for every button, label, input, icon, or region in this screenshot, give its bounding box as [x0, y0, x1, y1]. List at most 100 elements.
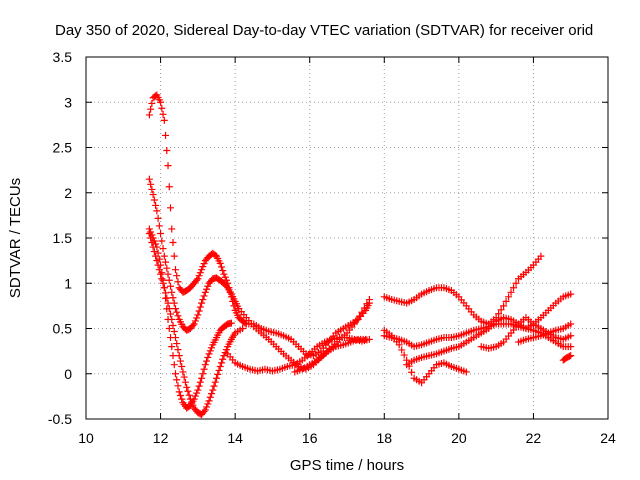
y-axis-ticks: -0.5 0 0.5 1 1.5 2 2.5 3 3.5: [48, 49, 608, 427]
data-point: [147, 105, 155, 113]
data-point: [157, 98, 165, 106]
data-point: [195, 272, 203, 280]
data-point: [168, 315, 176, 323]
data-point: [199, 370, 207, 378]
data-point: [200, 292, 208, 300]
data-point: [567, 332, 575, 340]
y-tick-label: 3.5: [53, 49, 73, 65]
data-point: [198, 374, 206, 382]
data-point: [178, 363, 186, 371]
data-point: [462, 368, 470, 376]
data-point: [221, 273, 229, 281]
series-track-d: [145, 229, 247, 418]
data-point: [360, 304, 368, 312]
chart-title: Day 350 of 2020, Sidereal Day-to-day VTE…: [55, 22, 593, 39]
data-point: [165, 325, 173, 332]
grid-lines: [86, 57, 608, 419]
data-point: [395, 341, 403, 349]
data-point: [167, 204, 175, 212]
data-point: [165, 276, 173, 284]
data-point: [567, 352, 575, 360]
data-point: [194, 386, 202, 394]
y-tick-label: 1.5: [53, 230, 73, 246]
data-point: [220, 352, 228, 360]
data-point: [196, 378, 204, 386]
data-point: [160, 116, 168, 124]
data-point: [204, 400, 212, 408]
data-point: [188, 398, 196, 406]
y-tick-label: 1: [64, 275, 72, 291]
data-point: [507, 288, 515, 296]
data-point: [149, 243, 157, 251]
data-point: [398, 346, 406, 354]
data-point: [150, 196, 158, 204]
data-point: [203, 403, 211, 411]
data-point: [158, 104, 166, 112]
data-point: [148, 99, 156, 107]
data-point: [355, 312, 363, 320]
data-point: [353, 316, 361, 324]
data-point: [211, 378, 219, 386]
data-point: [158, 237, 166, 245]
data-point: [169, 352, 177, 360]
x-axis-label: GPS time / hours: [290, 457, 404, 474]
data-point: [174, 382, 182, 390]
data-point: [198, 299, 206, 307]
data-point: [160, 252, 168, 260]
data-point: [199, 296, 207, 304]
data-point: [239, 325, 247, 332]
data-point: [174, 278, 182, 286]
data-point: [198, 266, 206, 274]
data-point: [174, 346, 182, 354]
data-point: [213, 374, 220, 382]
data-point: [152, 201, 160, 209]
data-point: [190, 320, 198, 328]
x-tick-label: 14: [227, 430, 243, 446]
data-point: [195, 307, 203, 315]
data-point: [148, 239, 156, 247]
data-point: [200, 260, 208, 268]
data-point: [154, 261, 162, 269]
data-point: [178, 395, 186, 403]
data-point: [163, 294, 171, 302]
data-point: [205, 350, 213, 358]
x-tick-label: 24: [600, 430, 616, 446]
data-point: [219, 355, 227, 363]
series-track-h: [380, 252, 545, 328]
data-point: [152, 252, 160, 260]
data-point: [194, 275, 202, 283]
data-point: [165, 305, 173, 313]
x-tick-label: 12: [153, 430, 169, 446]
data-point: [145, 111, 153, 119]
x-tick-label: 10: [78, 430, 94, 446]
data-point: [162, 131, 170, 139]
data-point: [219, 267, 227, 275]
data-point: [170, 299, 178, 307]
data-point: [165, 183, 173, 191]
data-point: [153, 207, 161, 215]
data-point: [158, 275, 166, 283]
data-point: [565, 352, 573, 360]
series-track-c: [145, 225, 235, 412]
data-point: [193, 314, 201, 322]
data-point: [163, 147, 171, 155]
data-point: [214, 370, 222, 378]
data-point: [217, 263, 225, 271]
data-point: [191, 392, 199, 400]
data-point: [500, 302, 508, 310]
data-point: [173, 308, 181, 316]
data-point: [157, 229, 165, 237]
data-point: [164, 270, 172, 278]
data-point: [567, 290, 575, 298]
x-axis-ticks: 10 12 14 16 18 20 22 24: [78, 57, 616, 446]
data-point: [201, 288, 209, 296]
data-point: [155, 266, 163, 274]
data-point: [365, 296, 373, 304]
data-point: [201, 406, 209, 414]
data-point: [159, 279, 167, 287]
data-point: [164, 162, 172, 170]
data-point: [567, 343, 575, 351]
data-point: [206, 393, 214, 401]
data-point: [154, 214, 162, 222]
data-point: [216, 363, 224, 371]
